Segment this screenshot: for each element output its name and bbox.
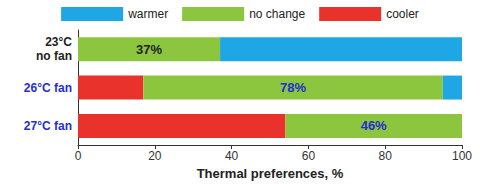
- svg-text:78%: 78%: [280, 80, 306, 95]
- svg-text:37%: 37%: [136, 42, 162, 57]
- svg-text:60: 60: [302, 149, 316, 163]
- svg-text:no fan: no fan: [36, 49, 72, 63]
- svg-text:80: 80: [379, 149, 393, 163]
- svg-text:20: 20: [148, 149, 162, 163]
- svg-text:no change: no change: [249, 7, 305, 21]
- svg-text:100: 100: [452, 149, 472, 163]
- svg-text:46%: 46%: [361, 118, 387, 133]
- svg-text:0: 0: [75, 149, 82, 163]
- svg-text:26°C fan: 26°C fan: [24, 81, 72, 95]
- svg-text:40: 40: [225, 149, 239, 163]
- svg-text:cooler: cooler: [386, 7, 419, 21]
- svg-text:Thermal preferences, %: Thermal preferences, %: [197, 166, 344, 181]
- svg-text:23°C: 23°C: [45, 35, 72, 49]
- svg-text:warmer: warmer: [127, 7, 168, 21]
- svg-text:27°C fan: 27°C fan: [24, 119, 72, 133]
